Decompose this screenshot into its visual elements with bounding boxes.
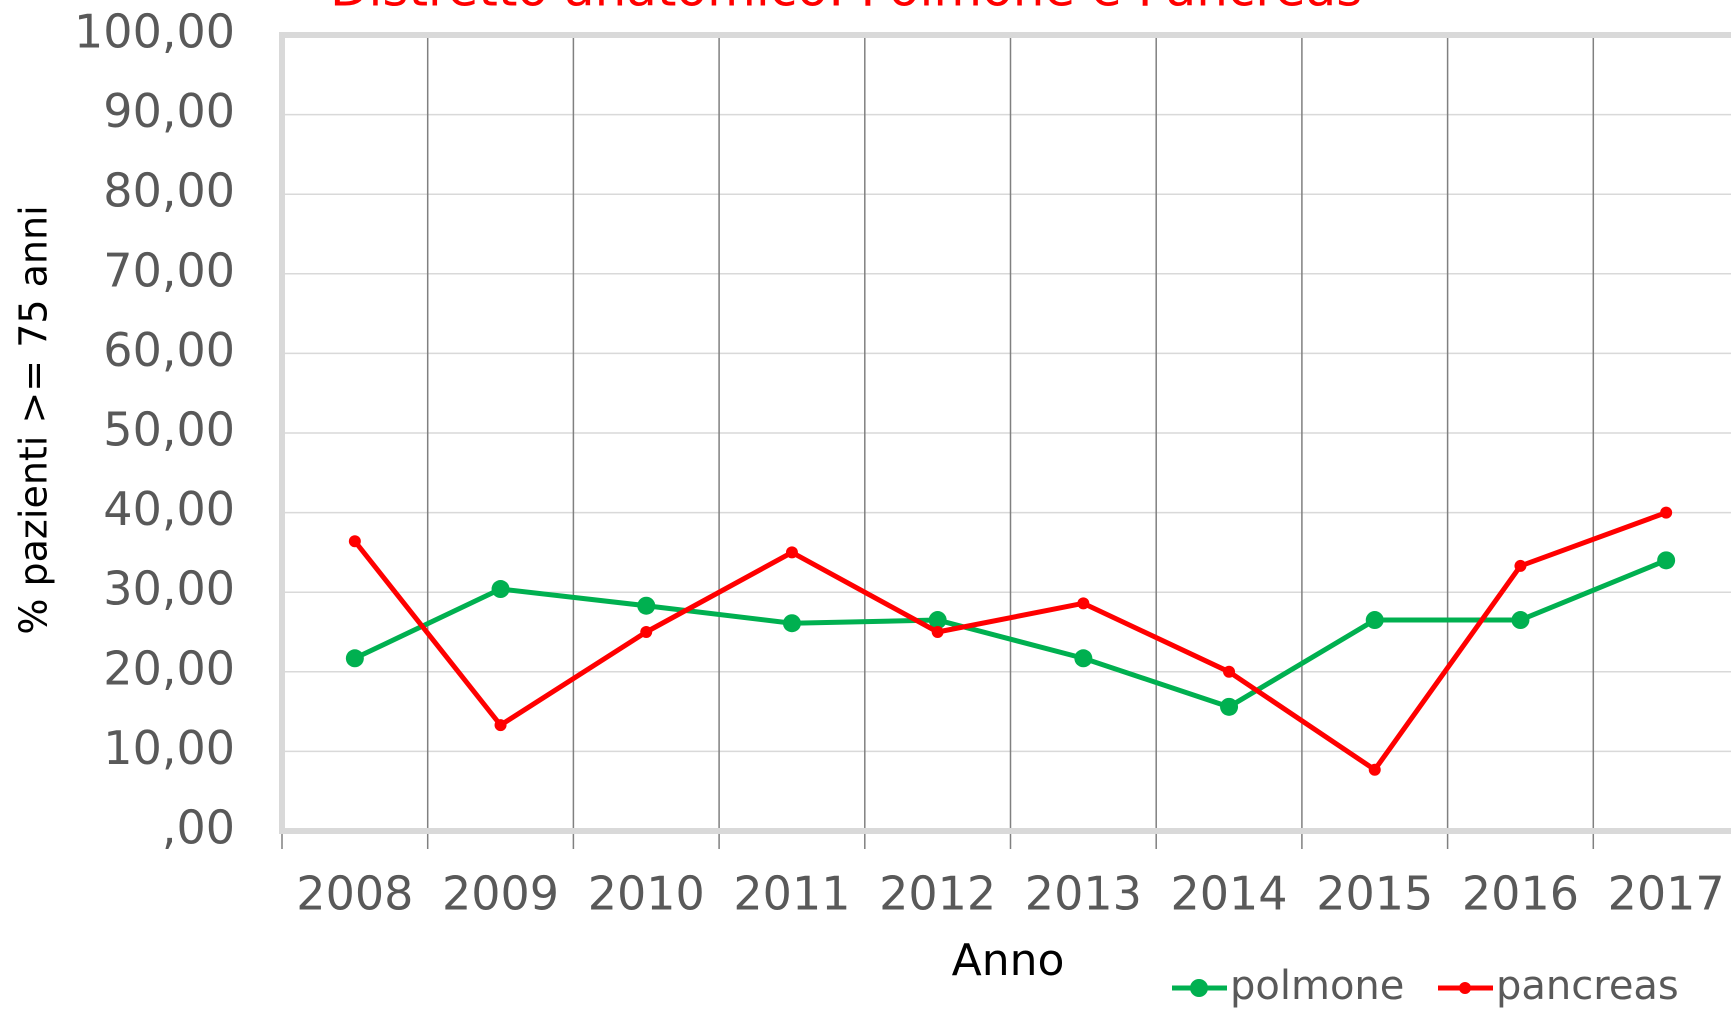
point [785, 546, 798, 559]
y-tick-label: 30,00 [103, 562, 235, 616]
legend-marker [1459, 982, 1471, 994]
point [1657, 551, 1676, 570]
point [1074, 649, 1093, 668]
x-tick-label: 2017 [1608, 867, 1725, 921]
y-tick-label: 100,00 [74, 5, 235, 59]
point [345, 649, 364, 668]
y-tick-label: 50,00 [103, 403, 235, 457]
legend-label: pancreas [1496, 963, 1679, 1009]
point [491, 580, 510, 599]
plot-border [279, 32, 1731, 834]
x-tick-label: 2011 [733, 867, 850, 921]
y-tick-label: ,00 [162, 801, 235, 855]
point [348, 535, 361, 548]
y-tick-label: 90,00 [103, 84, 235, 138]
point [637, 596, 656, 615]
point [1368, 763, 1381, 776]
series-line [353, 558, 1668, 710]
legend-marker [1190, 979, 1208, 997]
point [640, 626, 653, 638]
x-tick-label: 2016 [1462, 867, 1579, 921]
point [494, 719, 507, 732]
series-line [352, 510, 1668, 773]
y-tick-label: 70,00 [103, 243, 235, 297]
y-tick-label: 40,00 [103, 482, 235, 536]
point [1511, 611, 1530, 630]
point [1365, 611, 1384, 630]
point [1514, 559, 1527, 572]
y-tick-label: 60,00 [103, 323, 235, 377]
x-tick-label: 2010 [588, 867, 705, 921]
legend-label: polmone [1230, 963, 1404, 1009]
y-tick-label: 10,00 [103, 721, 235, 775]
point [1223, 665, 1236, 678]
point [1220, 697, 1239, 716]
x-tick-label: 2008 [296, 867, 413, 921]
point [1077, 597, 1090, 610]
point [931, 626, 944, 638]
y-tick-label: 20,00 [103, 641, 235, 695]
point [1660, 506, 1673, 519]
y-tick-label: 80,00 [103, 164, 235, 218]
x-tick-label: 2012 [879, 867, 996, 921]
x-tick-label: 2014 [1171, 867, 1288, 921]
point [928, 611, 947, 630]
x-tick-label: 2009 [442, 867, 559, 921]
y-axis-label: % pazienti >= 75 anni [12, 205, 56, 634]
x-axis-label: Anno [952, 935, 1065, 986]
x-tick-label: 2013 [1025, 867, 1142, 921]
chart-title: Distretto anatomico: Polmone e Pancreas [330, 0, 1362, 18]
x-tick-label: 2015 [1316, 867, 1433, 921]
point [782, 614, 801, 633]
